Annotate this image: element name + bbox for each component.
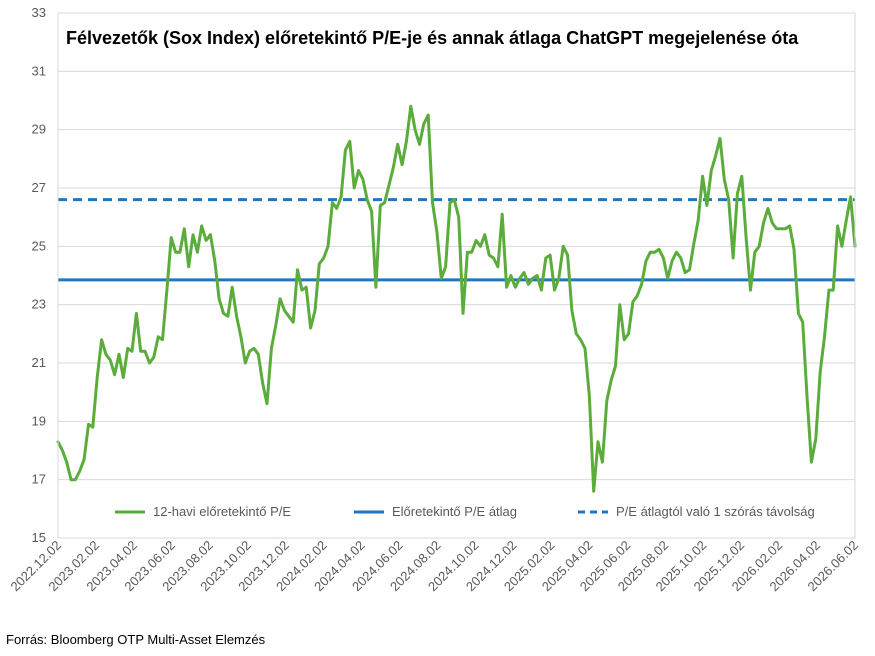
y-tick-label: 25	[32, 238, 46, 253]
reference-lines	[58, 198, 855, 282]
y-tick-label: 21	[32, 355, 46, 370]
legend: 12-havi előretekintő P/E Előretekintő P/E…	[115, 504, 815, 519]
plot-frame	[57, 12, 856, 539]
y-tick-label: 19	[32, 413, 46, 428]
legend-label: Előretekintő P/E átlag	[392, 504, 517, 519]
chart-title: Félvezetők (Sox Index) előretekintő P/E-…	[66, 28, 799, 48]
y-axis-tick-labels: 15 17 19 21 23 25 27 29 31 33	[32, 5, 46, 545]
x-axis-tick-labels: 2022.12.022023.02.022023.04.022023.06.02…	[7, 538, 861, 595]
y-tick-label: 15	[32, 530, 46, 545]
y-tick-label: 23	[32, 297, 46, 312]
y-tick-label: 29	[32, 122, 46, 137]
pe-series-line	[56, 104, 857, 493]
series-lines	[56, 104, 857, 493]
legend-label: P/E átlagtól való 1 szórás távolság	[616, 504, 815, 519]
legend-label: 12-havi előretekintő P/E	[153, 504, 291, 519]
y-tick-label: 33	[32, 5, 46, 20]
y-tick-label: 31	[32, 63, 46, 78]
source-note: Forrás: Bloomberg OTP Multi-Asset Elemzé…	[6, 632, 266, 647]
y-tick-label: 27	[32, 180, 46, 195]
y-tick-label: 17	[32, 472, 46, 487]
gridlines	[58, 12, 855, 539]
